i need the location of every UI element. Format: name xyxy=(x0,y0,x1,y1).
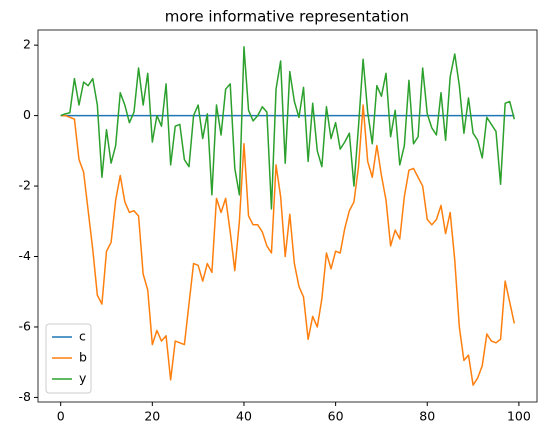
x-tick-label: 0 xyxy=(57,409,65,424)
x-tick-label: 40 xyxy=(236,409,252,424)
y-tick-label: -2 xyxy=(19,178,31,193)
series-line xyxy=(60,46,516,210)
legend-label: y xyxy=(79,371,87,386)
x-tick-label: 20 xyxy=(144,409,160,424)
y-tick-label: 2 xyxy=(23,37,31,52)
plot-frame xyxy=(37,29,538,403)
x-tick-label: 80 xyxy=(419,409,435,424)
y-tick-label: 0 xyxy=(23,107,31,122)
legend: cby xyxy=(45,323,92,394)
y-tick-label: -6 xyxy=(19,318,32,333)
chart-title: more informative representation xyxy=(165,8,409,26)
x-tick-label: 100 xyxy=(507,409,531,424)
series-line xyxy=(60,104,516,386)
y-tick-label: -8 xyxy=(19,389,32,404)
x-tick-label: 60 xyxy=(328,409,344,424)
legend-label: b xyxy=(79,350,87,365)
y-tick-label: -4 xyxy=(19,248,32,263)
legend-label: c xyxy=(79,329,86,344)
